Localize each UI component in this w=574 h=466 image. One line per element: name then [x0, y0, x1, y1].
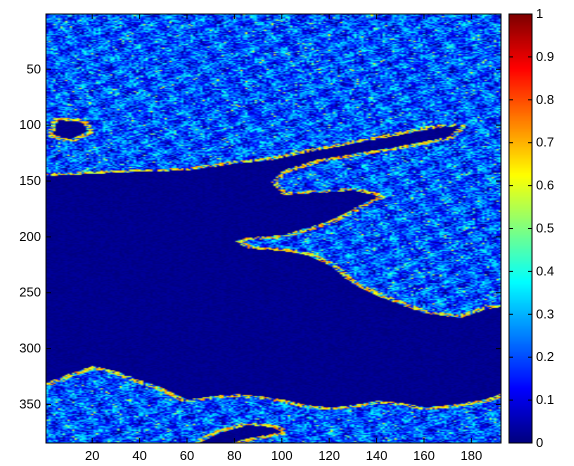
plot-frame: [45, 13, 502, 444]
colorbar-tick-label: 0.2: [536, 349, 554, 364]
y-tick-label: 200: [19, 229, 41, 244]
colorbar-ticks: 0 0.1 0.2 0.3 0.4 0.5 0.6 0.7 0.8 0.9 1: [509, 6, 554, 450]
heatmap-image: [46, 14, 501, 443]
colorbar: 0 0.1 0.2 0.3 0.4 0.5 0.6 0.7 0.8 0.9 1: [508, 6, 554, 450]
heatmap-raster: [46, 14, 501, 443]
y-tick-label: 350: [19, 396, 41, 411]
colorbar-tick-label: 0.9: [536, 49, 554, 64]
x-tick-label: 180: [461, 448, 483, 463]
colorbar-gradient: [509, 14, 532, 443]
y-tick-label: 250: [19, 285, 41, 300]
colorbar-tick-label: 0.1: [536, 392, 554, 407]
y-tick-label: 50: [27, 61, 41, 76]
colorbar-tick-label: 0.4: [536, 263, 554, 278]
x-tick-label: 160: [413, 448, 435, 463]
colorbar-tick-label: 0.5: [536, 221, 554, 236]
x-tick-label: 140: [366, 448, 388, 463]
colorbar-tick-label: 0: [536, 435, 543, 450]
colorbar-tick-label: 0.3: [536, 306, 554, 321]
x-tick-label: 100: [271, 448, 293, 463]
x-tick-label: 40: [132, 448, 146, 463]
y-tick-label: 150: [19, 173, 41, 188]
x-axis-ticks: 20 40 60 80 100 120 140 160 180: [85, 14, 482, 463]
y-axis-ticks: 50 100 150 200 250 300 350: [19, 61, 501, 411]
y-tick-label: 300: [19, 341, 41, 356]
x-tick-label: 20: [85, 448, 99, 463]
colorbar-tick-label: 0.6: [536, 178, 554, 193]
y-tick-label: 100: [19, 117, 41, 132]
colorbar-tick-label: 0.8: [536, 92, 554, 107]
x-tick-label: 60: [180, 448, 194, 463]
x-tick-label: 80: [227, 448, 241, 463]
colorbar-tick-label: 1: [536, 6, 543, 21]
x-tick-label: 120: [318, 448, 340, 463]
colorbar-tick-label: 0.7: [536, 135, 554, 150]
